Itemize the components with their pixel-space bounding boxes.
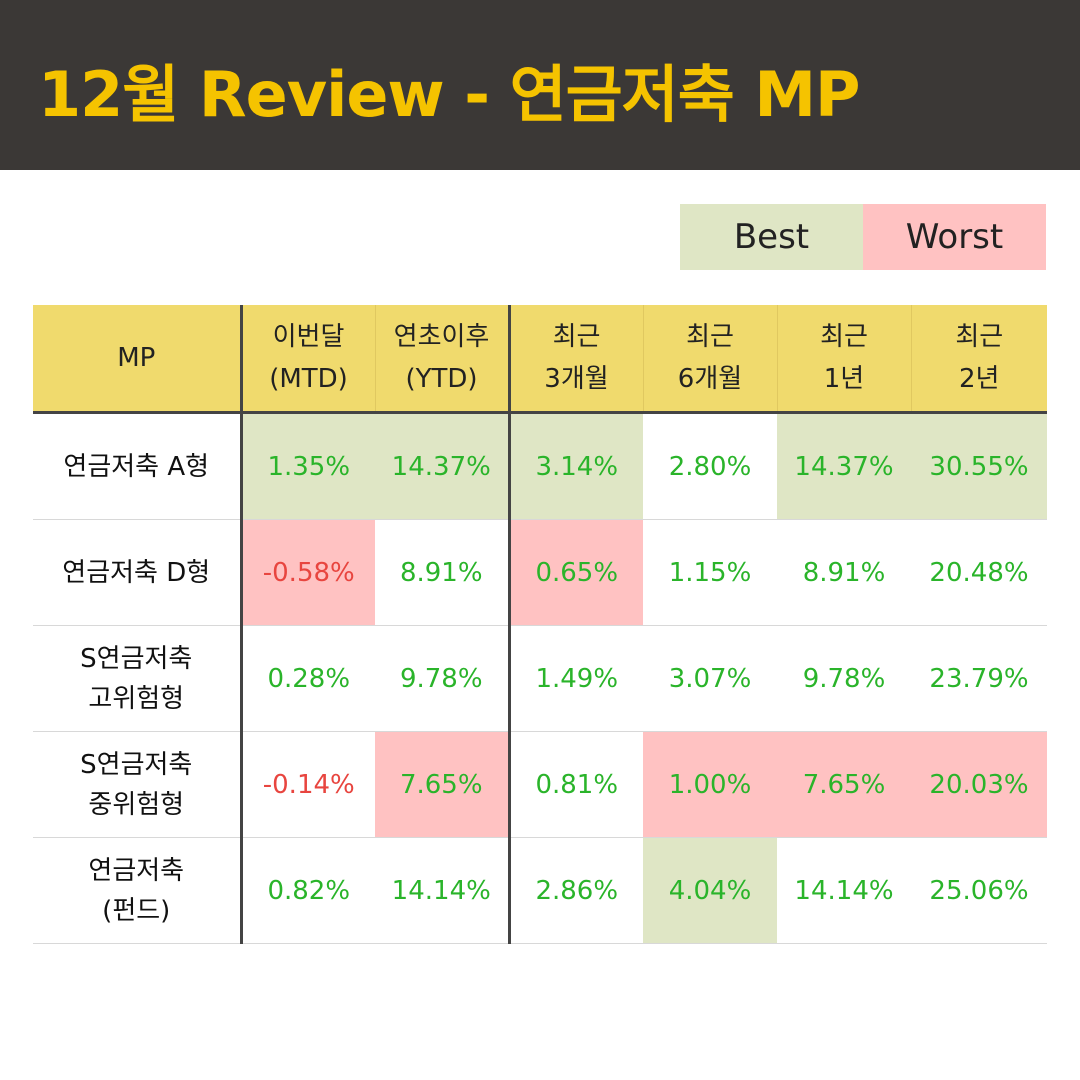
value-cell: -0.58% xyxy=(239,519,375,626)
table-row: 연금저축 (펀드) 0.82% 14.14% 2.86% 4.04% 14.14% 25.06… xyxy=(33,837,1047,944)
column-header-line2: 6개월 xyxy=(677,364,743,394)
value-cell: 9.78% xyxy=(375,625,509,732)
column-header-line2: 1년 xyxy=(823,364,865,394)
value-cell: 2.86% xyxy=(507,837,643,944)
row-name-line1: 연금저축 D형 xyxy=(62,557,211,588)
column-header-line1: 최근 xyxy=(955,322,1004,352)
value-cell: 1.49% xyxy=(507,625,643,732)
value-cell: 23.79% xyxy=(911,625,1047,732)
value-cell: 7.65% xyxy=(777,731,911,838)
column-header-line2: 2년 xyxy=(959,364,1000,394)
column-header-line2: 3개월 xyxy=(544,364,609,394)
table-body: 연금저축 A형 1.35% 14.37% 3.14% 2.80% 14.37% 30.55%… xyxy=(33,412,1047,944)
value-cell: 1.35% xyxy=(239,412,375,520)
page-title: 12월 Review - 연금저축 MP xyxy=(38,58,860,131)
value-cell: 25.06% xyxy=(911,837,1047,944)
table-header-row: MP 이번달 (MTD) 연초이후 (YTD) 최근 3개월 최근 6개월 최근 1년 최근 2년 xyxy=(33,305,1047,414)
value-cell: 8.91% xyxy=(375,519,509,626)
row-name: 연금저축 D형 xyxy=(33,519,241,626)
value-cell: 3.07% xyxy=(643,625,777,732)
row-name-line1: 연금저축 A형 xyxy=(63,451,210,482)
value-cell: 0.65% xyxy=(507,519,643,626)
row-name: 연금저축 (펀드) xyxy=(33,837,241,944)
header-bar: 12월 Review - 연금저축 MP xyxy=(0,0,1080,170)
table-row: S연금저축 중위험형 -0.14% 7.65% 0.81% 1.00% 7.65% 20.03… xyxy=(33,731,1047,838)
value-cell: 1.00% xyxy=(643,731,777,838)
value-cell: 8.91% xyxy=(777,519,911,626)
legend: Best Worst xyxy=(680,204,1046,270)
column-header-3: 최근 3개월 xyxy=(507,305,644,414)
column-header-2: 연초이후 (YTD) xyxy=(375,305,510,414)
column-header-5: 최근 1년 xyxy=(777,305,912,414)
column-header-line2: (YTD) xyxy=(405,364,478,394)
legend-best: Best xyxy=(680,204,863,270)
value-cell: 30.55% xyxy=(911,412,1047,520)
value-cell: 0.28% xyxy=(239,625,375,732)
column-header-line2: (MTD) xyxy=(269,364,348,394)
table-row: 연금저축 D형 -0.58% 8.91% 0.65% 1.15% 8.91% 20.48% xyxy=(33,519,1047,626)
value-cell: 2.80% xyxy=(643,412,777,520)
value-cell: 0.81% xyxy=(507,731,643,838)
value-cell: 14.14% xyxy=(777,837,911,944)
row-name-line1: S연금저축 xyxy=(80,643,193,674)
value-cell: 7.65% xyxy=(375,731,509,838)
column-header-mp: MP xyxy=(33,305,242,414)
value-cell: 4.04% xyxy=(643,837,777,944)
value-cell: 14.14% xyxy=(375,837,509,944)
value-cell: 1.15% xyxy=(643,519,777,626)
value-cell: 14.37% xyxy=(375,412,509,520)
row-name-line2: (펀드) xyxy=(102,895,171,926)
returns-table: MP 이번달 (MTD) 연초이후 (YTD) 최근 3개월 최근 6개월 최근 1년 최근 2년 연금… xyxy=(33,305,1047,944)
column-header-4: 최근 6개월 xyxy=(643,305,778,414)
value-cell: -0.14% xyxy=(239,731,375,838)
table-row: S연금저축 고위험형 0.28% 9.78% 1.49% 3.07% 9.78% 23.79% xyxy=(33,625,1047,732)
column-header-6: 최근 2년 xyxy=(911,305,1047,414)
row-name: 연금저축 A형 xyxy=(33,412,241,520)
table-row: 연금저축 A형 1.35% 14.37% 3.14% 2.80% 14.37% 30.55% xyxy=(33,412,1047,520)
value-cell: 3.14% xyxy=(507,412,643,520)
row-name-line1: 연금저축 xyxy=(88,855,185,886)
column-header-line1: 최근 xyxy=(820,322,868,352)
column-header-line1: MP xyxy=(117,343,156,373)
value-cell: 20.48% xyxy=(911,519,1047,626)
value-cell: 14.37% xyxy=(777,412,911,520)
legend-worst: Worst xyxy=(863,204,1046,270)
column-header-line1: 연초이후 xyxy=(393,322,490,352)
column-header-line1: 최근 xyxy=(552,322,601,352)
column-header-line1: 이번달 xyxy=(272,322,345,352)
value-cell: 20.03% xyxy=(911,731,1047,838)
row-name-line1: S연금저축 xyxy=(80,749,193,780)
column-header-line1: 최근 xyxy=(686,322,734,352)
row-name-line2: 중위험형 xyxy=(88,789,185,820)
column-header-1: 이번달 (MTD) xyxy=(239,305,376,414)
value-cell: 9.78% xyxy=(777,625,911,732)
value-cell: 0.82% xyxy=(239,837,375,944)
row-name-line2: 고위험형 xyxy=(88,683,185,714)
